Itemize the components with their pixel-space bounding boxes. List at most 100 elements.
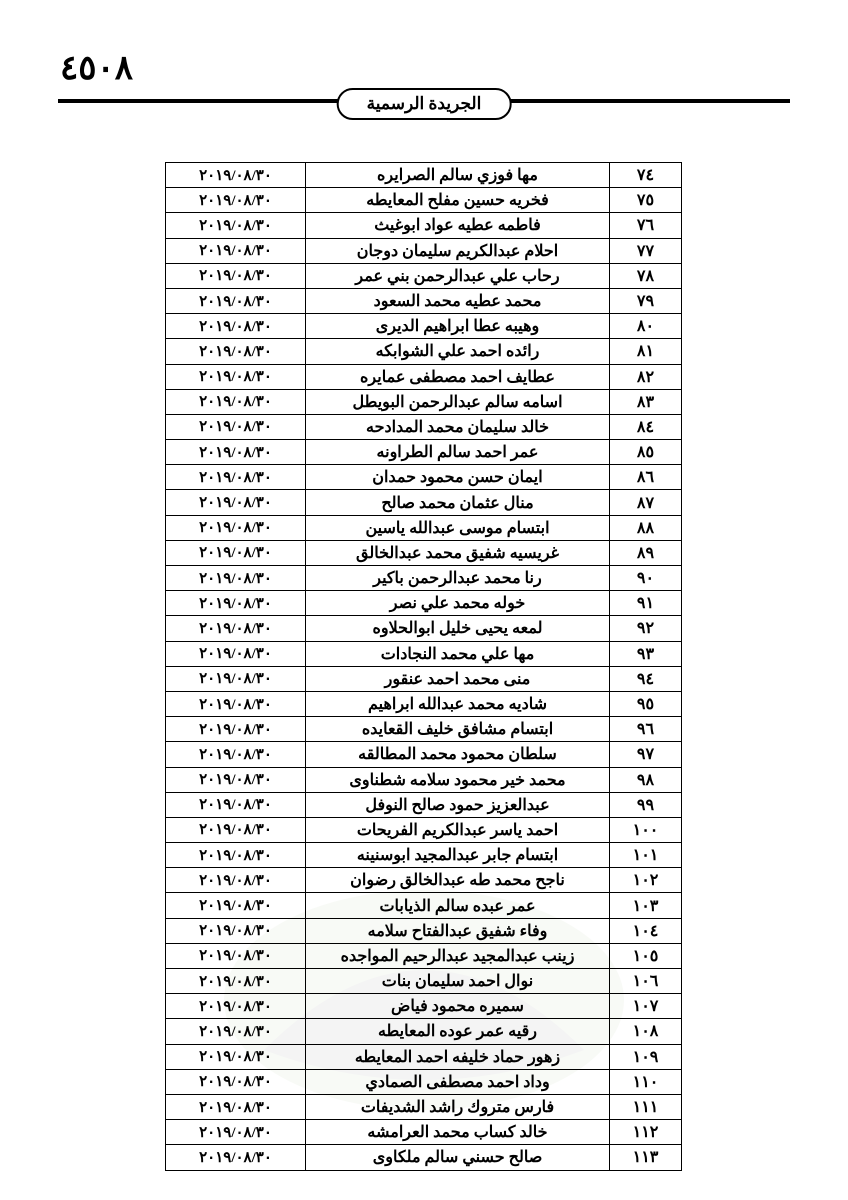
- cell-date: ٢٠١٩/٠٨/٣٠: [166, 616, 306, 641]
- cell-name: وهيبه عطا ابراهيم الديرى: [306, 314, 610, 339]
- table-row: ٧٧احلام عبدالكريم سليمان دوجان٢٠١٩/٠٨/٣٠: [166, 238, 682, 263]
- cell-name: سلطان محمود محمد المطالقه: [306, 742, 610, 767]
- cell-name: عمر عبده سالم الذيابات: [306, 893, 610, 918]
- cell-number: ١٠٠: [610, 817, 682, 842]
- cell-date: ٢٠١٩/٠٨/٣٠: [166, 969, 306, 994]
- cell-date: ٢٠١٩/٠٨/٣٠: [166, 893, 306, 918]
- cell-date: ٢٠١٩/٠٨/٣٠: [166, 238, 306, 263]
- cell-name: لمعه يحيى خليل ابوالحلاوه: [306, 616, 610, 641]
- cell-name: رحاب علي عبدالرحمن بني عمر: [306, 263, 610, 288]
- cell-number: ١٠٤: [610, 918, 682, 943]
- cell-name: زهور حماد خليفه احمد المعايطه: [306, 1044, 610, 1069]
- table-row: ٨١رائده احمد علي الشوابكه٢٠١٩/٠٨/٣٠: [166, 339, 682, 364]
- names-table: ٧٤مها فوزي سالم الصرايره٢٠١٩/٠٨/٣٠٧٥فخري…: [165, 162, 682, 1171]
- cell-date: ٢٠١٩/٠٨/٣٠: [166, 465, 306, 490]
- table-row: ١٠٧سميره محمود فياض٢٠١٩/٠٨/٣٠: [166, 994, 682, 1019]
- cell-date: ٢٠١٩/٠٨/٣٠: [166, 288, 306, 313]
- cell-number: ٧٥: [610, 188, 682, 213]
- cell-date: ٢٠١٩/٠٨/٣٠: [166, 389, 306, 414]
- cell-name: سميره محمود فياض: [306, 994, 610, 1019]
- cell-number: ٩١: [610, 591, 682, 616]
- cell-date: ٢٠١٩/٠٨/٣٠: [166, 364, 306, 389]
- table-row: ٨٥عمر احمد سالم الطراونه٢٠١٩/٠٨/٣٠: [166, 440, 682, 465]
- cell-number: ٨٤: [610, 414, 682, 439]
- table-row: ٧٥فخريه حسين مفلح المعايطه٢٠١٩/٠٨/٣٠: [166, 188, 682, 213]
- cell-name: احلام عبدالكريم سليمان دوجان: [306, 238, 610, 263]
- cell-date: ٢٠١٩/٠٨/٣٠: [166, 188, 306, 213]
- cell-number: ٩٠: [610, 566, 682, 591]
- cell-name: رقيه عمر عوده المعايطه: [306, 1019, 610, 1044]
- cell-number: ١٠٢: [610, 868, 682, 893]
- cell-name: مها فوزي سالم الصرايره: [306, 163, 610, 188]
- table-row: ٩٤منى محمد احمد عنقور٢٠١٩/٠٨/٣٠: [166, 666, 682, 691]
- cell-number: ١٠٣: [610, 893, 682, 918]
- cell-date: ٢٠١٩/٠٨/٣٠: [166, 1044, 306, 1069]
- cell-name: خالد سليمان محمد المدادحه: [306, 414, 610, 439]
- table-row: ١١١فارس متروك راشد الشديفات٢٠١٩/٠٨/٣٠: [166, 1094, 682, 1119]
- cell-number: ١٠٩: [610, 1044, 682, 1069]
- cell-number: ٩٢: [610, 616, 682, 641]
- cell-date: ٢٠١٩/٠٨/٣٠: [166, 490, 306, 515]
- cell-date: ٢٠١٩/٠٨/٣٠: [166, 1019, 306, 1044]
- table-row: ٨٦ايمان حسن محمود حمدان٢٠١٩/٠٨/٣٠: [166, 465, 682, 490]
- cell-date: ٢٠١٩/٠٨/٣٠: [166, 666, 306, 691]
- cell-name: ابتسام جابر عبدالمجيد ابوسنينه: [306, 843, 610, 868]
- names-table-container: ٧٤مها فوزي سالم الصرايره٢٠١٩/٠٨/٣٠٧٥فخري…: [166, 162, 682, 1171]
- table-row: ٨٢عطايف احمد مصطفى عمايره٢٠١٩/٠٨/٣٠: [166, 364, 682, 389]
- cell-date: ٢٠١٩/٠٨/٣٠: [166, 414, 306, 439]
- table-row: ١١٣صالح حسني سالم ملكاوى٢٠١٩/٠٨/٣٠: [166, 1145, 682, 1170]
- cell-number: ١٠٥: [610, 943, 682, 968]
- cell-date: ٢٠١٩/٠٨/٣٠: [166, 566, 306, 591]
- cell-date: ٢٠١٩/٠٨/٣٠: [166, 163, 306, 188]
- cell-date: ٢٠١٩/٠٨/٣٠: [166, 641, 306, 666]
- cell-number: ١٠٨: [610, 1019, 682, 1044]
- cell-name: ابتسام موسى عبدالله ياسين: [306, 515, 610, 540]
- cell-number: ١١١: [610, 1094, 682, 1119]
- cell-number: ٨٧: [610, 490, 682, 515]
- cell-name: ابتسام مشافق خليف القعايده: [306, 717, 610, 742]
- cell-date: ٢٠١٩/٠٨/٣٠: [166, 742, 306, 767]
- cell-name: منى محمد احمد عنقور: [306, 666, 610, 691]
- cell-date: ٢٠١٩/٠٨/٣٠: [166, 1145, 306, 1170]
- cell-date: ٢٠١٩/٠٨/٣٠: [166, 843, 306, 868]
- table-row: ٨٠وهيبه عطا ابراهيم الديرى٢٠١٩/٠٨/٣٠: [166, 314, 682, 339]
- table-row: ١٠٢ناجح محمد طه عبدالخالق رضوان٢٠١٩/٠٨/٣…: [166, 868, 682, 893]
- table-row: ٩١خوله محمد علي نصر٢٠١٩/٠٨/٣٠: [166, 591, 682, 616]
- cell-name: فاطمه عطيه عواد ابوغيث: [306, 213, 610, 238]
- cell-date: ٢٠١٩/٠٨/٣٠: [166, 440, 306, 465]
- cell-name: عبدالعزيز حمود صالح النوفل: [306, 792, 610, 817]
- cell-number: ٩٨: [610, 767, 682, 792]
- cell-name: ايمان حسن محمود حمدان: [306, 465, 610, 490]
- table-row: ١١٠وداد احمد مصطفى الصمادي٢٠١٩/٠٨/٣٠: [166, 1069, 682, 1094]
- cell-name: فارس متروك راشد الشديفات: [306, 1094, 610, 1119]
- cell-number: ١١٣: [610, 1145, 682, 1170]
- cell-date: ٢٠١٩/٠٨/٣٠: [166, 1069, 306, 1094]
- cell-number: ٧٤: [610, 163, 682, 188]
- cell-date: ٢٠١٩/٠٨/٣٠: [166, 591, 306, 616]
- cell-number: ١٠١: [610, 843, 682, 868]
- cell-date: ٢٠١٩/٠٨/٣٠: [166, 792, 306, 817]
- cell-date: ٢٠١٩/٠٨/٣٠: [166, 314, 306, 339]
- cell-number: ٨٠: [610, 314, 682, 339]
- cell-number: ٩٧: [610, 742, 682, 767]
- table-row: ١٠٨رقيه عمر عوده المعايطه٢٠١٩/٠٨/٣٠: [166, 1019, 682, 1044]
- cell-date: ٢٠١٩/٠٨/٣٠: [166, 691, 306, 716]
- cell-date: ٢٠١٩/٠٨/٣٠: [166, 943, 306, 968]
- table-row: ٩٣مها علي محمد النجادات٢٠١٩/٠٨/٣٠: [166, 641, 682, 666]
- cell-name: عطايف احمد مصطفى عمايره: [306, 364, 610, 389]
- table-row: ٩٦ابتسام مشافق خليف القعايده٢٠١٩/٠٨/٣٠: [166, 717, 682, 742]
- cell-name: نوال احمد سليمان بنات: [306, 969, 610, 994]
- table-row: ٩٠رنا محمد عبدالرحمن باكير٢٠١٩/٠٨/٣٠: [166, 566, 682, 591]
- cell-number: ١١٢: [610, 1120, 682, 1145]
- cell-name: فخريه حسين مفلح المعايطه: [306, 188, 610, 213]
- cell-name: عمر احمد سالم الطراونه: [306, 440, 610, 465]
- cell-name: شاديه محمد عبدالله ابراهيم: [306, 691, 610, 716]
- cell-date: ٢٠١٩/٠٨/٣٠: [166, 339, 306, 364]
- header-badge: الجريدة الرسمية: [337, 88, 512, 120]
- cell-name: احمد ياسر عبدالكريم الفريحات: [306, 817, 610, 842]
- table-row: ٧٤مها فوزي سالم الصرايره٢٠١٩/٠٨/٣٠: [166, 163, 682, 188]
- cell-number: ١٠٦: [610, 969, 682, 994]
- cell-number: ٨١: [610, 339, 682, 364]
- table-row: ٨٩غريسيه شفيق محمد عبدالخالق٢٠١٩/٠٨/٣٠: [166, 540, 682, 565]
- cell-name: وداد احمد مصطفى الصمادي: [306, 1069, 610, 1094]
